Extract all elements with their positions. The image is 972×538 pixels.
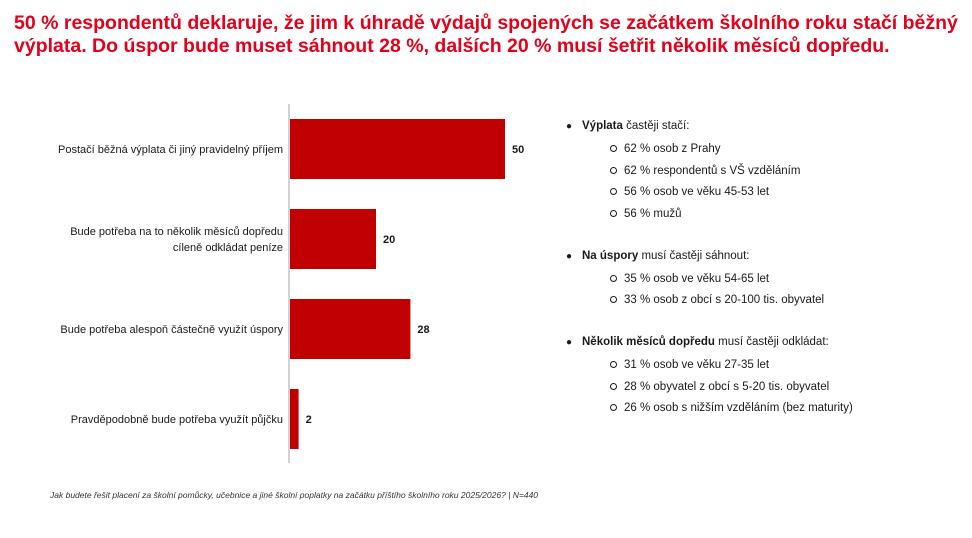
circle-bullet-icon (610, 209, 617, 217)
note-item-text: 28 % obyvatel z obcí s 5-20 tis. obyvate… (624, 380, 830, 393)
note-items: 31 % osob ve věku 27-35 let 28 % obyvatel… (566, 357, 966, 416)
note-item: 62 % osob z Prahy (566, 141, 966, 157)
note-heading: ● Na úspory musí častěji sáhnout: (566, 248, 966, 264)
note-heading-text: častěji stačí: (622, 120, 690, 132)
data-label-0: 50 (512, 144, 524, 156)
note-item-text: 33 % osob z obcí s 20-100 tis. obyvatel (624, 294, 825, 306)
note-heading: ● Výplata častěji stačí: (566, 118, 966, 134)
page-title: 50 % respondentů deklaruje, že jim k úhr… (14, 12, 958, 57)
circle-bullet-icon (610, 145, 617, 152)
note-item-text: 56 % osob ve věku 45-53 let (624, 186, 770, 198)
circle-bullet-icon (610, 404, 617, 411)
note-heading-bold: Na úspory (582, 249, 639, 262)
bullet-icon: ● (566, 337, 573, 348)
bullet-icon: ● (566, 250, 573, 262)
note-item-text: 62 % respondentů s VŠ vzděláním (624, 164, 801, 177)
note-item-text: 26 % osob s nižším vzděláním (bez maturi… (624, 402, 853, 414)
data-label-3: 2 (306, 414, 312, 426)
note-group-1: ● Na úspory musí častěji sáhnout: 35 % oso… (566, 248, 966, 309)
bar-1 (290, 209, 376, 269)
bar-0 (290, 119, 505, 179)
note-heading-bold: Několik měsíců dopředu (582, 336, 715, 348)
note-heading: ● Několik měsíců dopředu musí častěji odk… (566, 334, 966, 350)
note-item: 56 % mužů (566, 206, 966, 222)
note-group-2: ● Několik měsíců dopředu musí častěji odk… (566, 334, 966, 416)
note-item: 26 % osob s nižším vzděláním (bez maturi… (566, 400, 966, 416)
notes-panel: ● Výplata častěji stačí: 62 % osob z Prahy… (566, 118, 966, 442)
circle-bullet-icon (610, 188, 617, 195)
note-item: 56 % osob ve věku 45-53 let (566, 184, 966, 200)
circle-bullet-icon (610, 382, 617, 390)
note-item-text: 56 % mužů (624, 207, 682, 220)
data-label-2: 28 (417, 324, 429, 336)
note-group-0: ● Výplata častěji stačí: 62 % osob z Prahy… (566, 118, 966, 222)
bar-3 (290, 389, 299, 449)
category-label-3: Pravděpodobně bude potřeba využít půjčku (71, 414, 283, 426)
category-label-2: Bude potřeba alespoň částečně využít úsp… (60, 324, 283, 336)
note-item: 28 % obyvatel z obcí s 5-20 tis. obyvate… (566, 379, 966, 395)
note-item-text: 31 % osob ve věku 27-35 let (624, 359, 770, 371)
circle-bullet-icon (610, 296, 617, 303)
bar-2 (290, 299, 411, 359)
note-item: 31 % osob ve věku 27-35 let (566, 357, 966, 373)
note-item: 35 % osob ve věku 54-65 let (566, 271, 966, 287)
category-label-0: Postačí běžná výplata či jiný pravidelný… (58, 144, 283, 156)
category-label-1: Bude potřeba na to několik měsíců dopřed… (70, 226, 283, 254)
note-item-text: 35 % osob ve věku 54-65 let (624, 272, 770, 285)
note-heading-bold: Výplata (582, 120, 623, 132)
data-label-1: 20 (383, 234, 395, 246)
footnote: Jak budete řešit placení za školní pomůc… (50, 490, 539, 500)
bullet-icon: ● (566, 121, 573, 132)
note-item: 62 % respondentů s VŠ vzděláním (566, 163, 966, 179)
note-items: 35 % osob ve věku 54-65 let 33 % osob z o… (566, 271, 966, 309)
circle-bullet-icon (610, 361, 617, 368)
circle-bullet-icon (610, 166, 617, 174)
note-heading-text: musí častěji sáhnout: (638, 249, 750, 262)
circle-bullet-icon (610, 274, 617, 282)
note-item: 33 % osob z obcí s 20-100 tis. obyvatel (566, 292, 966, 308)
note-heading-text: musí častěji odkládat: (714, 336, 829, 348)
note-item-text: 62 % osob z Prahy (624, 143, 721, 155)
bar-chart: 50 Postačí běžná výplata či jiný pravidel… (58, 104, 524, 463)
note-items: 62 % osob z Prahy 62 % respondentů s VŠ v… (566, 141, 966, 222)
